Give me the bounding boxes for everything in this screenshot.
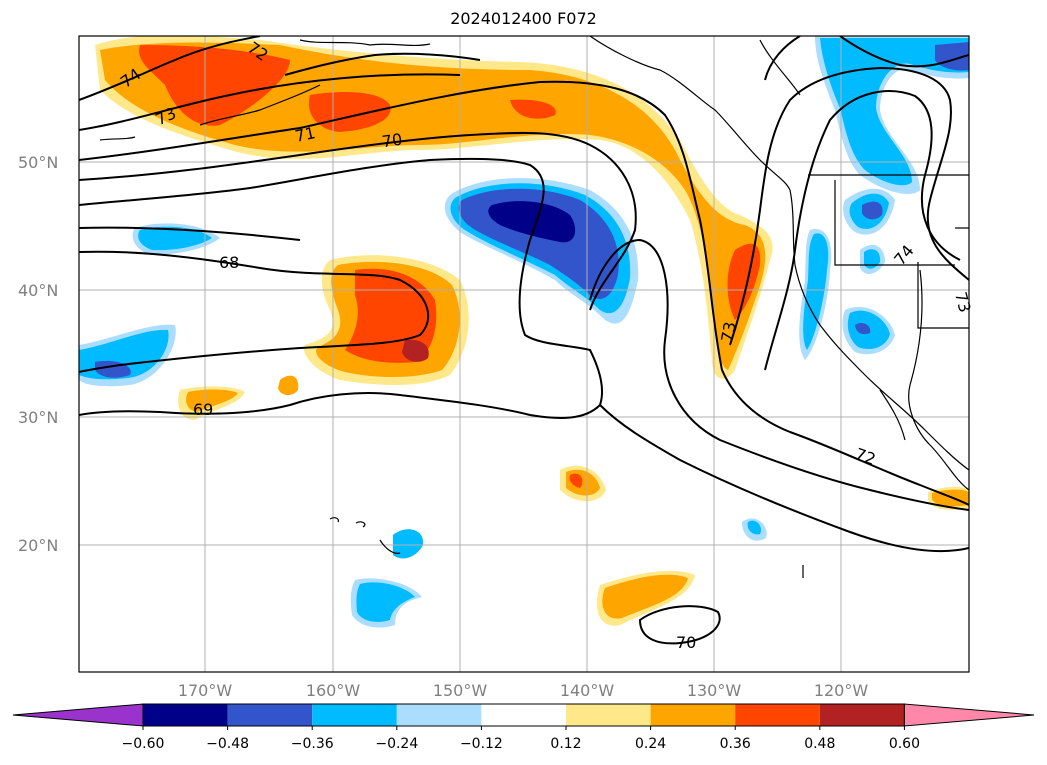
colorbar-segment xyxy=(143,704,228,726)
contour-label-70-south: 70 xyxy=(676,633,696,652)
negative-west-1-mid xyxy=(138,226,212,251)
positive-south-mid xyxy=(602,574,688,619)
contour-70-south xyxy=(638,605,721,645)
contour-68-inner xyxy=(79,226,301,241)
colorbar-segment xyxy=(650,704,736,726)
colorbar-tick-label: 0.48 xyxy=(804,736,835,752)
contour-73-northwest xyxy=(79,73,461,131)
colorbar-segment xyxy=(227,704,313,726)
positive-small-2 xyxy=(278,375,299,396)
colorbar-tick-label: −0.36 xyxy=(291,736,334,752)
colorbar-outline xyxy=(142,703,905,727)
colorbar-tick-label: −0.60 xyxy=(122,736,165,752)
negative-inland-3-core xyxy=(855,322,871,335)
contour-inner-loop xyxy=(589,238,969,511)
colorbar-tick-label: 0.60 xyxy=(889,736,920,752)
lat-label-30n: 30°N xyxy=(18,408,58,427)
colorbar-segment xyxy=(819,704,905,726)
positive-center-core xyxy=(402,339,429,362)
lon-label-170w: 170°W xyxy=(178,681,233,700)
negative-northeast-mid xyxy=(820,38,969,186)
colorbar-tick-label: 0.36 xyxy=(720,736,751,752)
negative-inland-2-mid xyxy=(803,233,829,350)
colorbar-tick-label: 0.24 xyxy=(635,736,666,752)
coastlines xyxy=(99,36,969,578)
height-contours xyxy=(79,36,969,645)
colorbar-segment xyxy=(312,704,397,726)
negative-hawaii xyxy=(393,529,424,559)
colorbar-tick-label: −0.24 xyxy=(375,736,418,752)
contour-68 xyxy=(79,250,430,373)
contour-73-northeast xyxy=(764,36,801,81)
contour-label-68: 68 xyxy=(219,253,239,272)
contour-72-east xyxy=(764,90,961,371)
contour-74-east xyxy=(839,36,969,68)
colorbar-extend-high xyxy=(903,703,1035,727)
gridlines xyxy=(79,36,969,672)
negative-south-1-mid xyxy=(356,582,415,622)
positive-small-3-core xyxy=(569,473,583,488)
negative-inland-4-mid xyxy=(864,249,881,269)
positive-center-strong xyxy=(345,268,437,363)
latitude-labels: 50°N 40°N 30°N 20°N xyxy=(18,153,58,555)
negative-small-se-mid xyxy=(747,520,762,535)
colorbar-segments xyxy=(12,703,1035,727)
contour-label-71: 71 xyxy=(293,123,317,146)
colorbar-labels: −0.60 −0.48 −0.36 −0.24 −0.12 0.12 0.24 0.36 0.4… xyxy=(122,726,920,752)
colorbar-segment xyxy=(481,704,566,726)
contour-north-inner xyxy=(284,52,481,76)
contour-74-northwest xyxy=(79,36,261,101)
lon-label-150w: 150°W xyxy=(433,681,488,700)
positive-core-north-2 xyxy=(510,99,556,119)
lat-label-40n: 40°N xyxy=(18,281,58,300)
contour-72-south xyxy=(599,404,969,552)
colorbar-segment xyxy=(566,704,651,726)
negative-inland-1-core xyxy=(862,201,883,220)
negative-center-core xyxy=(488,201,576,243)
map-title: 2024012400 F072 xyxy=(450,9,597,28)
shading-layer xyxy=(79,36,969,628)
lon-label-120w: 120°W xyxy=(814,681,869,700)
colorbar-segment xyxy=(735,704,820,726)
contour-70 xyxy=(79,131,637,311)
contour-71 xyxy=(79,80,969,506)
colorbar-tick-label: 0.12 xyxy=(550,736,581,752)
contour-69-west xyxy=(79,157,603,419)
lat-label-50n: 50°N xyxy=(18,153,58,172)
colorbar-tick-label: −0.48 xyxy=(206,736,249,752)
contour-label-70: 70 xyxy=(381,130,404,152)
longitude-labels: 170°W 160°W 150°W 140°W 130°W 120°W xyxy=(178,681,869,700)
contour-label-73-coast: 73 xyxy=(717,320,739,343)
colorbar-tick-label: −0.12 xyxy=(460,736,503,752)
contour-label-69: 69 xyxy=(193,400,213,419)
lon-label-130w: 130°W xyxy=(687,681,742,700)
lon-label-140w: 140°W xyxy=(560,681,615,700)
colorbar: −0.60 −0.48 −0.36 −0.24 −0.12 0.12 0.24 0.36 0.4… xyxy=(12,703,1035,752)
lon-label-160w: 160°W xyxy=(306,681,361,700)
colorbar-segment xyxy=(396,704,482,726)
lat-label-20n: 20°N xyxy=(18,536,58,555)
map-frame xyxy=(78,35,970,673)
contour-label-73-east: 73 xyxy=(951,290,975,315)
positive-small-1-mid xyxy=(186,389,238,412)
positive-band-north-mid xyxy=(100,42,766,371)
contour-73-east xyxy=(729,66,969,346)
positive-band-north-strong xyxy=(139,45,290,126)
colorbar-extend-low xyxy=(12,703,144,727)
